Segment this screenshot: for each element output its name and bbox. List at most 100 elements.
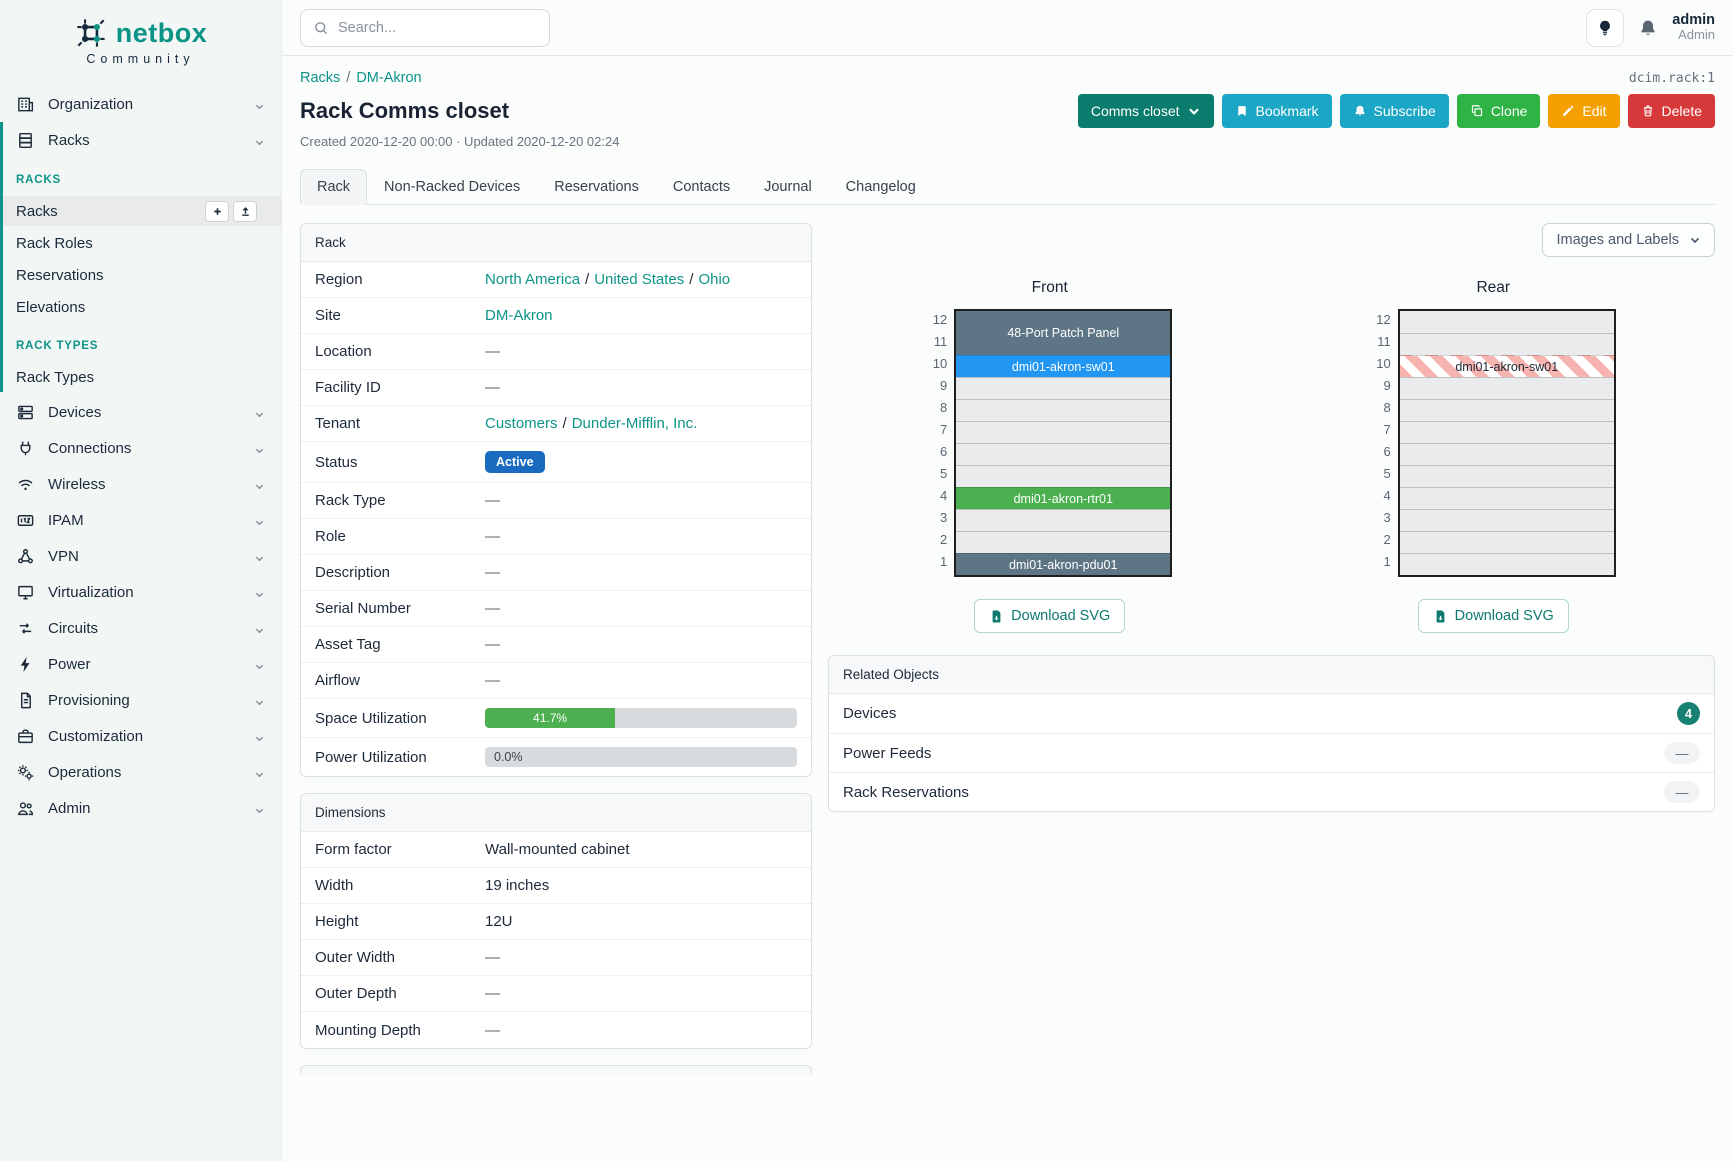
rack-unit-empty[interactable] bbox=[956, 443, 1171, 465]
rack-unit-empty[interactable] bbox=[1399, 553, 1614, 575]
sidebar-section-heading: RACKS bbox=[16, 174, 61, 186]
rack-unit-empty[interactable] bbox=[1399, 311, 1614, 333]
vpn-icon bbox=[16, 547, 35, 566]
sidebar-item-admin[interactable]: Admin bbox=[0, 790, 281, 826]
field-link[interactable]: Dunder-Mifflin, Inc. bbox=[571, 415, 698, 432]
rack-unit-empty[interactable] bbox=[1399, 465, 1614, 487]
sidebar-subitem-reservations[interactable]: Reservations bbox=[3, 260, 281, 290]
related-object-row[interactable]: Rack Reservations — bbox=[829, 773, 1714, 811]
download-svg-button[interactable]: Download SVG bbox=[1417, 599, 1569, 633]
add-rack-button[interactable] bbox=[205, 200, 229, 222]
rack-unit-empty[interactable] bbox=[1399, 531, 1614, 553]
file-download-icon bbox=[989, 609, 1004, 624]
sidebar-item-circuits[interactable]: Circuits bbox=[0, 610, 281, 646]
tab-non-racked-devices[interactable]: Non-Racked Devices bbox=[384, 179, 521, 195]
sidebar-subitem-elevations[interactable]: Elevations bbox=[3, 292, 281, 322]
bookmark-button[interactable]: Bookmark bbox=[1221, 94, 1332, 128]
chevron-down-icon bbox=[254, 551, 265, 562]
field-link[interactable]: United States bbox=[594, 271, 685, 288]
rack-field-row: Power Utilization 0.0% bbox=[301, 738, 811, 776]
images-labels-toggle[interactable]: Images and Labels bbox=[1542, 223, 1715, 257]
edit-button[interactable]: Edit bbox=[1548, 94, 1620, 128]
clone-button[interactable]: Clone bbox=[1456, 94, 1541, 128]
rack-unit-empty[interactable] bbox=[1399, 487, 1614, 509]
rack-unit-empty[interactable] bbox=[1399, 421, 1614, 443]
search-input[interactable] bbox=[338, 19, 537, 36]
sidebar-item-customization[interactable]: Customization bbox=[0, 718, 281, 754]
sidebar-item-wireless[interactable]: Wireless bbox=[0, 466, 281, 502]
rack-unit-device[interactable]: dmi01-akron-sw01 bbox=[1399, 355, 1614, 377]
import-rack-button[interactable] bbox=[233, 200, 257, 222]
download-svg-button[interactable]: Download SVG bbox=[974, 599, 1126, 633]
rack-unit-device[interactable]: dmi01-akron-sw01 bbox=[956, 355, 1171, 377]
tab-rack[interactable]: Rack bbox=[300, 169, 368, 205]
field-value: DM-Akron bbox=[485, 307, 797, 324]
rack-unit-device[interactable]: dmi01-akron-rtr01 bbox=[956, 487, 1171, 509]
utilization-value: 0.0% bbox=[494, 750, 523, 764]
rack-elevation-rear: Rear 12 11 10 9 8 7 6 5 4 3 2 1 dmi01-akron-sw01 Downl… bbox=[1272, 279, 1716, 633]
field-label: Outer Width bbox=[315, 949, 396, 966]
dimension-row: Height 12U bbox=[301, 904, 811, 940]
breadcrumb-site[interactable]: DM-Akron bbox=[356, 70, 422, 86]
sidebar-item-label: Power bbox=[48, 655, 91, 673]
delete-button[interactable]: Delete bbox=[1627, 94, 1715, 128]
sidebar-item-provisioning[interactable]: Provisioning bbox=[0, 682, 281, 718]
sidebar-subitem-racks[interactable]: Racks bbox=[3, 196, 281, 226]
search-icon bbox=[313, 20, 329, 36]
field-value-text: Wall-mounted cabinet bbox=[485, 841, 630, 858]
brand[interactable]: netbox Community bbox=[0, 0, 281, 72]
rack-field-row: Serial Number — bbox=[301, 591, 811, 627]
rack-unit-empty[interactable] bbox=[956, 465, 1171, 487]
field-label: Description bbox=[315, 564, 391, 581]
sidebar-subitem-rack-types[interactable]: Rack Types bbox=[3, 362, 281, 392]
context-dropdown-label: Comms closet bbox=[1090, 103, 1180, 119]
rack-unit-empty[interactable] bbox=[1399, 333, 1614, 355]
sidebar-item-operations[interactable]: Operations bbox=[0, 754, 281, 790]
rack-unit-empty[interactable] bbox=[956, 509, 1171, 531]
unit-number: 6 bbox=[940, 444, 948, 459]
chevron-down-icon bbox=[254, 407, 265, 418]
sidebar-item-devices[interactable]: Devices bbox=[0, 394, 281, 430]
rack-unit-empty[interactable] bbox=[956, 421, 1171, 443]
field-link[interactable]: DM-Akron bbox=[485, 307, 553, 324]
sidebar-item-connections[interactable]: Connections bbox=[0, 430, 281, 466]
sidebar-item-organization[interactable]: Organization bbox=[0, 86, 281, 122]
rack-units: 48-Port Patch Panel dmi01-akron-sw01 dmi01… bbox=[954, 309, 1173, 577]
subscribe-button[interactable]: Subscribe bbox=[1339, 94, 1449, 128]
images-labels-label: Images and Labels bbox=[1556, 232, 1679, 248]
sidebar-item-racks[interactable]: Racks bbox=[3, 122, 281, 158]
sidebar-item-virtualization[interactable]: Virtualization bbox=[0, 574, 281, 610]
rack-unit-device[interactable]: 48-Port Patch Panel bbox=[956, 311, 1171, 355]
rack-unit-empty[interactable] bbox=[1399, 509, 1614, 531]
notifications-bell-icon[interactable] bbox=[1638, 18, 1658, 38]
related-object-row[interactable]: Devices 4 bbox=[829, 694, 1714, 734]
field-link[interactable]: Ohio bbox=[698, 271, 731, 288]
rack-unit-empty[interactable] bbox=[1399, 377, 1614, 399]
field-value-text: 19 inches bbox=[485, 877, 550, 894]
related-object-row[interactable]: Power Feeds — bbox=[829, 734, 1714, 773]
rack-unit-empty[interactable] bbox=[1399, 399, 1614, 421]
sidebar-item-ipam[interactable]: IPAM bbox=[0, 502, 281, 538]
rack-drawing: 12 11 10 9 8 7 6 5 4 3 2 1 48-Port Patch Panel dmi01-… bbox=[927, 309, 1173, 577]
field-link[interactable]: North America bbox=[485, 271, 581, 288]
rack-unit-empty[interactable] bbox=[956, 399, 1171, 421]
tab-changelog[interactable]: Changelog bbox=[845, 179, 916, 195]
sidebar-item-power[interactable]: Power bbox=[0, 646, 281, 682]
context-dropdown-button[interactable]: Comms closet bbox=[1077, 94, 1214, 128]
tab-journal[interactable]: Journal bbox=[764, 179, 812, 195]
sidebar-item-vpn[interactable]: VPN bbox=[0, 538, 281, 574]
theme-toggle-button[interactable] bbox=[1586, 8, 1625, 47]
rack-unit-device[interactable]: dmi01-akron-pdu01 bbox=[956, 553, 1171, 575]
tab-contacts[interactable]: Contacts bbox=[672, 179, 731, 195]
user-menu[interactable]: admin Admin bbox=[1672, 12, 1715, 44]
action-buttons: Comms closet Bookmark Subscribe Clone bbox=[1077, 94, 1715, 128]
rack-unit-empty[interactable] bbox=[956, 531, 1171, 553]
field-link[interactable]: Customers bbox=[485, 415, 558, 432]
rack-unit-empty[interactable] bbox=[956, 377, 1171, 399]
tab-bar: Rack Non-Racked Devices Reservations Contac… bbox=[300, 169, 1715, 205]
breadcrumb-racks[interactable]: Racks bbox=[300, 70, 341, 86]
rack-unit-empty[interactable] bbox=[1399, 443, 1614, 465]
tab-reservations[interactable]: Reservations bbox=[554, 179, 639, 195]
sidebar-subitem-rack-roles[interactable]: Rack Roles bbox=[3, 228, 281, 258]
